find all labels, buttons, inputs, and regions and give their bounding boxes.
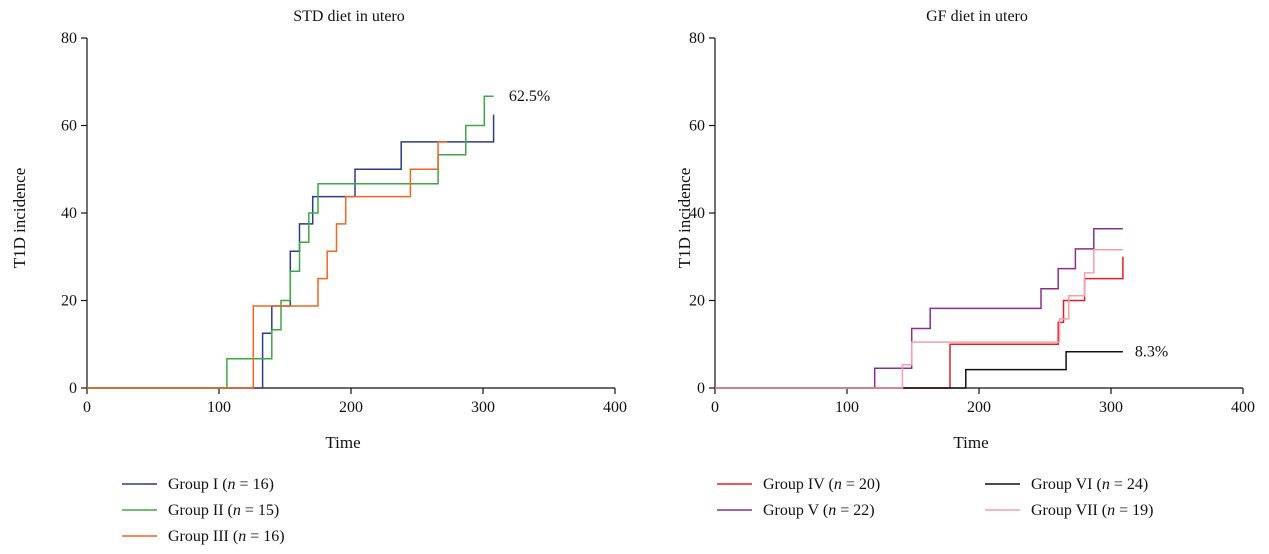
x-tick-label: 200 <box>967 399 991 416</box>
y-tick-label: 60 <box>61 118 77 135</box>
x-tick-label: 400 <box>1231 399 1255 416</box>
x-tick-label: 100 <box>835 399 859 416</box>
final-incidence-annotation: 8.3% <box>1135 344 1168 361</box>
legend-label: Group VII (n = 19) <box>1031 502 1154 519</box>
y-tick-label: 0 <box>69 380 77 397</box>
series-line-3 <box>715 350 1123 389</box>
final-incidence-annotation: 62.5% <box>509 88 550 105</box>
x-tick-label: 400 <box>603 399 627 416</box>
x-tick-label: 0 <box>83 399 91 416</box>
y-tick-label: 60 <box>689 118 705 135</box>
y-tick-label: 80 <box>61 30 77 47</box>
y-tick-label: 40 <box>689 205 705 222</box>
right-legend: Group IV (n = 20) Group V (n = 22) Group V… <box>717 476 1154 519</box>
legend-label: Group III (n = 16) <box>168 528 285 545</box>
legend-item-3: Group III (n = 16) <box>122 528 285 545</box>
legend-label: Group II (n = 15) <box>168 502 279 519</box>
chart-title: STD diet in utero <box>293 8 405 25</box>
y-tick-label: 80 <box>689 30 705 47</box>
left-chart-panel: STD diet in utero 0 20 40 60 80 0 100 200 300 400 T… <box>10 8 627 452</box>
x-tick-label: 300 <box>471 399 495 416</box>
legend-item-1: Group IV (n = 20) <box>717 476 880 493</box>
left-legend: Group I (n = 16) Group II (n = 15) Group I… <box>122 476 285 545</box>
y-tick-label: 40 <box>61 205 77 222</box>
y-axis-title: T1D incidence <box>10 168 29 269</box>
y-tick-label: 0 <box>697 380 705 397</box>
x-tick-label: 0 <box>711 399 719 416</box>
series-line-1 <box>715 256 1124 389</box>
x-axis-title: Time <box>953 433 988 452</box>
legend-item-2: Group II (n = 15) <box>122 502 279 519</box>
series-line-2 <box>87 95 494 389</box>
y-tick-label: 20 <box>61 293 77 310</box>
legend-label: Group VI (n = 24) <box>1031 476 1148 493</box>
y-tick-label: 20 <box>689 293 705 310</box>
legend-item-1: Group I (n = 16) <box>122 476 274 493</box>
legend-item-2: Group V (n = 22) <box>717 502 875 519</box>
series-line-3 <box>87 141 448 389</box>
y-axis-title: T1D incidence <box>675 168 694 269</box>
legend-label: Group V (n = 22) <box>763 502 875 519</box>
legend-label: Group IV (n = 20) <box>763 476 880 493</box>
x-tick-label: 300 <box>1099 399 1123 416</box>
legend-item-3: Group VI (n = 24) <box>985 476 1148 493</box>
chart-title: GF diet in utero <box>926 8 1028 25</box>
series-line-4 <box>715 249 1123 389</box>
right-chart-panel: GF diet in utero 0 20 40 60 80 0 100 200 300 400 Ti… <box>675 8 1255 452</box>
x-tick-label: 100 <box>207 399 231 416</box>
legend-item-4: Group VII (n = 19) <box>985 502 1154 519</box>
series-line-1 <box>87 114 495 389</box>
series-line-2 <box>715 228 1123 389</box>
x-axis-title: Time <box>325 433 360 452</box>
legend-label: Group I (n = 16) <box>168 476 274 493</box>
x-tick-label: 200 <box>339 399 363 416</box>
